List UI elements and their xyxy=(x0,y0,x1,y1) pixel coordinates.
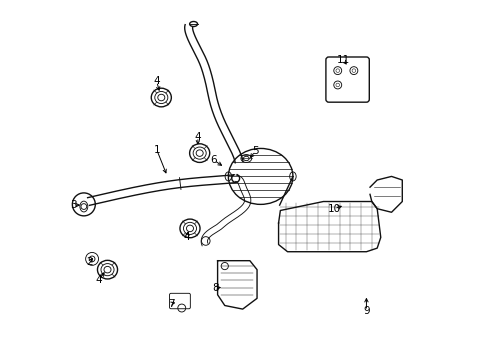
Text: 11: 11 xyxy=(336,55,349,65)
Text: 1: 1 xyxy=(153,144,160,154)
Text: 3: 3 xyxy=(70,200,76,210)
Text: 4: 4 xyxy=(95,275,102,285)
Text: 10: 10 xyxy=(327,204,340,214)
Text: 7: 7 xyxy=(167,299,174,309)
Text: 8: 8 xyxy=(212,283,219,293)
Text: 6: 6 xyxy=(210,155,217,165)
Text: 2: 2 xyxy=(86,257,93,267)
Text: 9: 9 xyxy=(363,306,369,316)
Text: 4: 4 xyxy=(183,232,190,242)
Text: 4: 4 xyxy=(194,132,201,142)
Text: 5: 5 xyxy=(251,146,258,156)
Text: 4: 4 xyxy=(153,76,160,86)
